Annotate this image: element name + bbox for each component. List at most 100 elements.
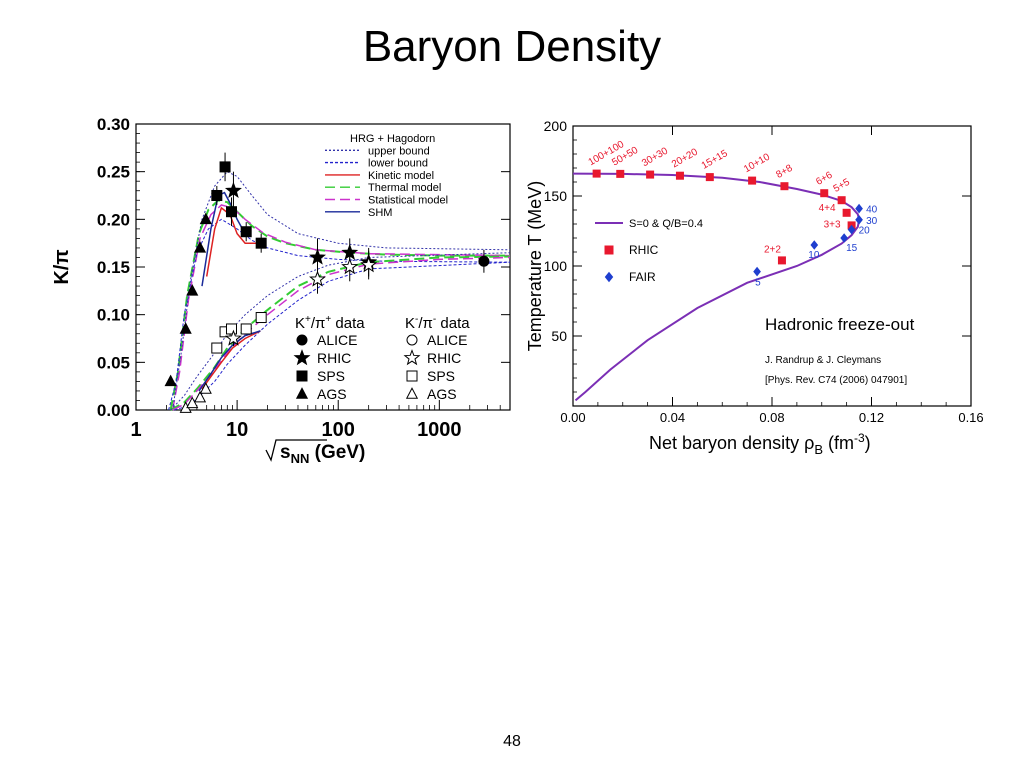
legend-kminus-label: SPS <box>427 368 455 384</box>
freezeout-curve <box>572 172 861 402</box>
curve-thermal_plus <box>169 199 510 411</box>
y-axis-label: K/π <box>51 249 73 284</box>
x-tick-label: 0.08 <box>759 410 784 425</box>
point-kplus-ags <box>164 374 177 387</box>
legend-model-label: SHM <box>368 207 392 219</box>
y-tick-label: 0.00 <box>97 401 130 420</box>
x-axis-label: Net baryon density ρB (fm-3) <box>649 431 871 457</box>
legend-model-label: upper bound <box>368 145 430 157</box>
point-kplus-sps <box>240 226 252 238</box>
point-kminus-rhic <box>309 270 326 287</box>
y-tick-label: 0.15 <box>97 258 130 277</box>
point-kminus-sps <box>240 323 252 335</box>
rhic-point <box>705 173 714 182</box>
x-axis-label: sNN (GeV) <box>265 439 365 466</box>
curve-upper_plus <box>172 171 511 411</box>
x-tick-label: 0.04 <box>660 410 685 425</box>
fair-point <box>847 224 856 235</box>
fair-point-label: 20 <box>859 226 871 237</box>
point-kminus-rhic <box>224 329 242 346</box>
rhic-point-label: 30+30 <box>640 145 670 169</box>
legend-kminus-marker <box>403 349 421 366</box>
legend-kplus-label: AGS <box>317 386 347 402</box>
curve-statistical_minus <box>172 256 511 411</box>
rhic-point-label: 4+4 <box>819 203 836 214</box>
page-number: 48 <box>503 733 521 750</box>
x-tick-label: 0.16 <box>958 410 983 425</box>
rhic-point-label: 20+20 <box>670 147 700 171</box>
legend-kminus-label: AGS <box>427 386 457 402</box>
legend-kplus-marker <box>296 370 308 382</box>
point-kminus-rhic <box>360 256 378 273</box>
point-kminus-sps <box>225 323 237 335</box>
x-tick-label: 1 <box>130 419 141 441</box>
point-kminus-sps <box>255 312 267 324</box>
legend-kplus-marker <box>295 387 309 399</box>
kpi-ratio-chart: 0.00 0.05 0.10 0.15 0.20 0.25 0.30 1 10 100 1000 K/… <box>51 115 511 466</box>
legend-kminus-label: RHIC <box>427 350 461 366</box>
point-kplus-sps <box>255 237 267 249</box>
rhic-point <box>820 189 829 198</box>
y-axis-label: Temperature T (MeV) <box>525 181 545 351</box>
rhic-point <box>592 169 601 178</box>
point-kplus-alice <box>478 255 490 267</box>
point-kminus-ags <box>199 382 212 394</box>
curve-shm_minus <box>198 330 261 392</box>
fair-point-label: 40 <box>866 205 878 216</box>
curve-upper_minus <box>170 252 511 411</box>
fair-point-label: 10 <box>808 250 820 261</box>
curve-shm_plus <box>201 191 246 287</box>
y-tick-label: 100 <box>544 258 568 274</box>
x-tick-label: 10 <box>226 419 248 441</box>
y-tick-label: 0.05 <box>97 353 130 372</box>
legend-model-label: Statistical model <box>368 195 448 207</box>
citation-authors: J. Randrup & J. Cleymans <box>765 355 881 366</box>
rhic-point <box>837 196 846 205</box>
legend-kplus-marker <box>296 334 308 346</box>
fair-point <box>753 266 761 277</box>
rhic-point <box>646 170 655 179</box>
rhic-point <box>675 171 684 180</box>
legend-rhic-label: RHIC <box>629 243 659 257</box>
curve-lower_plus <box>168 218 511 411</box>
rhic-point-label: 2+2 <box>764 244 781 255</box>
fair-point <box>810 240 819 250</box>
freezeout-chart: 50 100 150 200 0.00 0.04 0.08 0.12 0.16 Temperatu… <box>525 118 984 457</box>
point-kminus-ags <box>193 390 207 403</box>
curve-kinetic_minus <box>201 330 261 390</box>
y-tick-label: 0.30 <box>97 115 130 134</box>
point-kminus-sps <box>211 342 223 354</box>
x-tick-label: 0.12 <box>859 410 884 425</box>
fair-point-label: 30 <box>866 216 878 227</box>
citation-reference: [Phys. Rev. C74 (2006) 047901] <box>765 375 907 386</box>
fair-point <box>855 203 863 214</box>
curve-kinetic_plus <box>205 206 261 277</box>
point-kplus-sps <box>225 206 237 218</box>
legend-kplus-label: ALICE <box>317 332 357 348</box>
legend-fair-label: FAIR <box>629 270 656 284</box>
y-tick-label: 200 <box>544 118 568 134</box>
point-kplus-sps <box>211 190 223 201</box>
x-axis-label-text: sNN (GeV) <box>280 442 365 466</box>
y-tick-label: 0.10 <box>97 306 130 325</box>
legend-rhic-marker <box>604 245 614 255</box>
legend-kminus-title: K-/π- data <box>405 314 470 332</box>
rhic-point <box>780 182 789 191</box>
legend-kplus-label: RHIC <box>317 350 351 366</box>
x-tick-label: 100 <box>322 419 355 441</box>
legend-kminus-marker <box>405 387 419 399</box>
y-tick-label: 0.25 <box>97 163 130 182</box>
legend-model-label: lower bound <box>368 158 428 170</box>
y-tick-label: 150 <box>544 188 568 204</box>
rhic-point-label: 5+5 <box>832 177 853 195</box>
sqrt-sign <box>265 439 327 462</box>
legend-curve-label: S=0 & Q/B=0.4 <box>629 218 703 230</box>
fair-point <box>855 214 863 225</box>
legend-model-label: Thermal model <box>368 182 441 194</box>
legend-kminus-marker <box>406 370 418 382</box>
legend-kplus-label: SPS <box>317 368 345 384</box>
fair-point-label: 15 <box>846 243 858 254</box>
rhic-point-label: 10+10 <box>742 151 772 175</box>
legend-fair-marker <box>604 271 614 283</box>
x-tick-label: 0.00 <box>560 410 585 425</box>
